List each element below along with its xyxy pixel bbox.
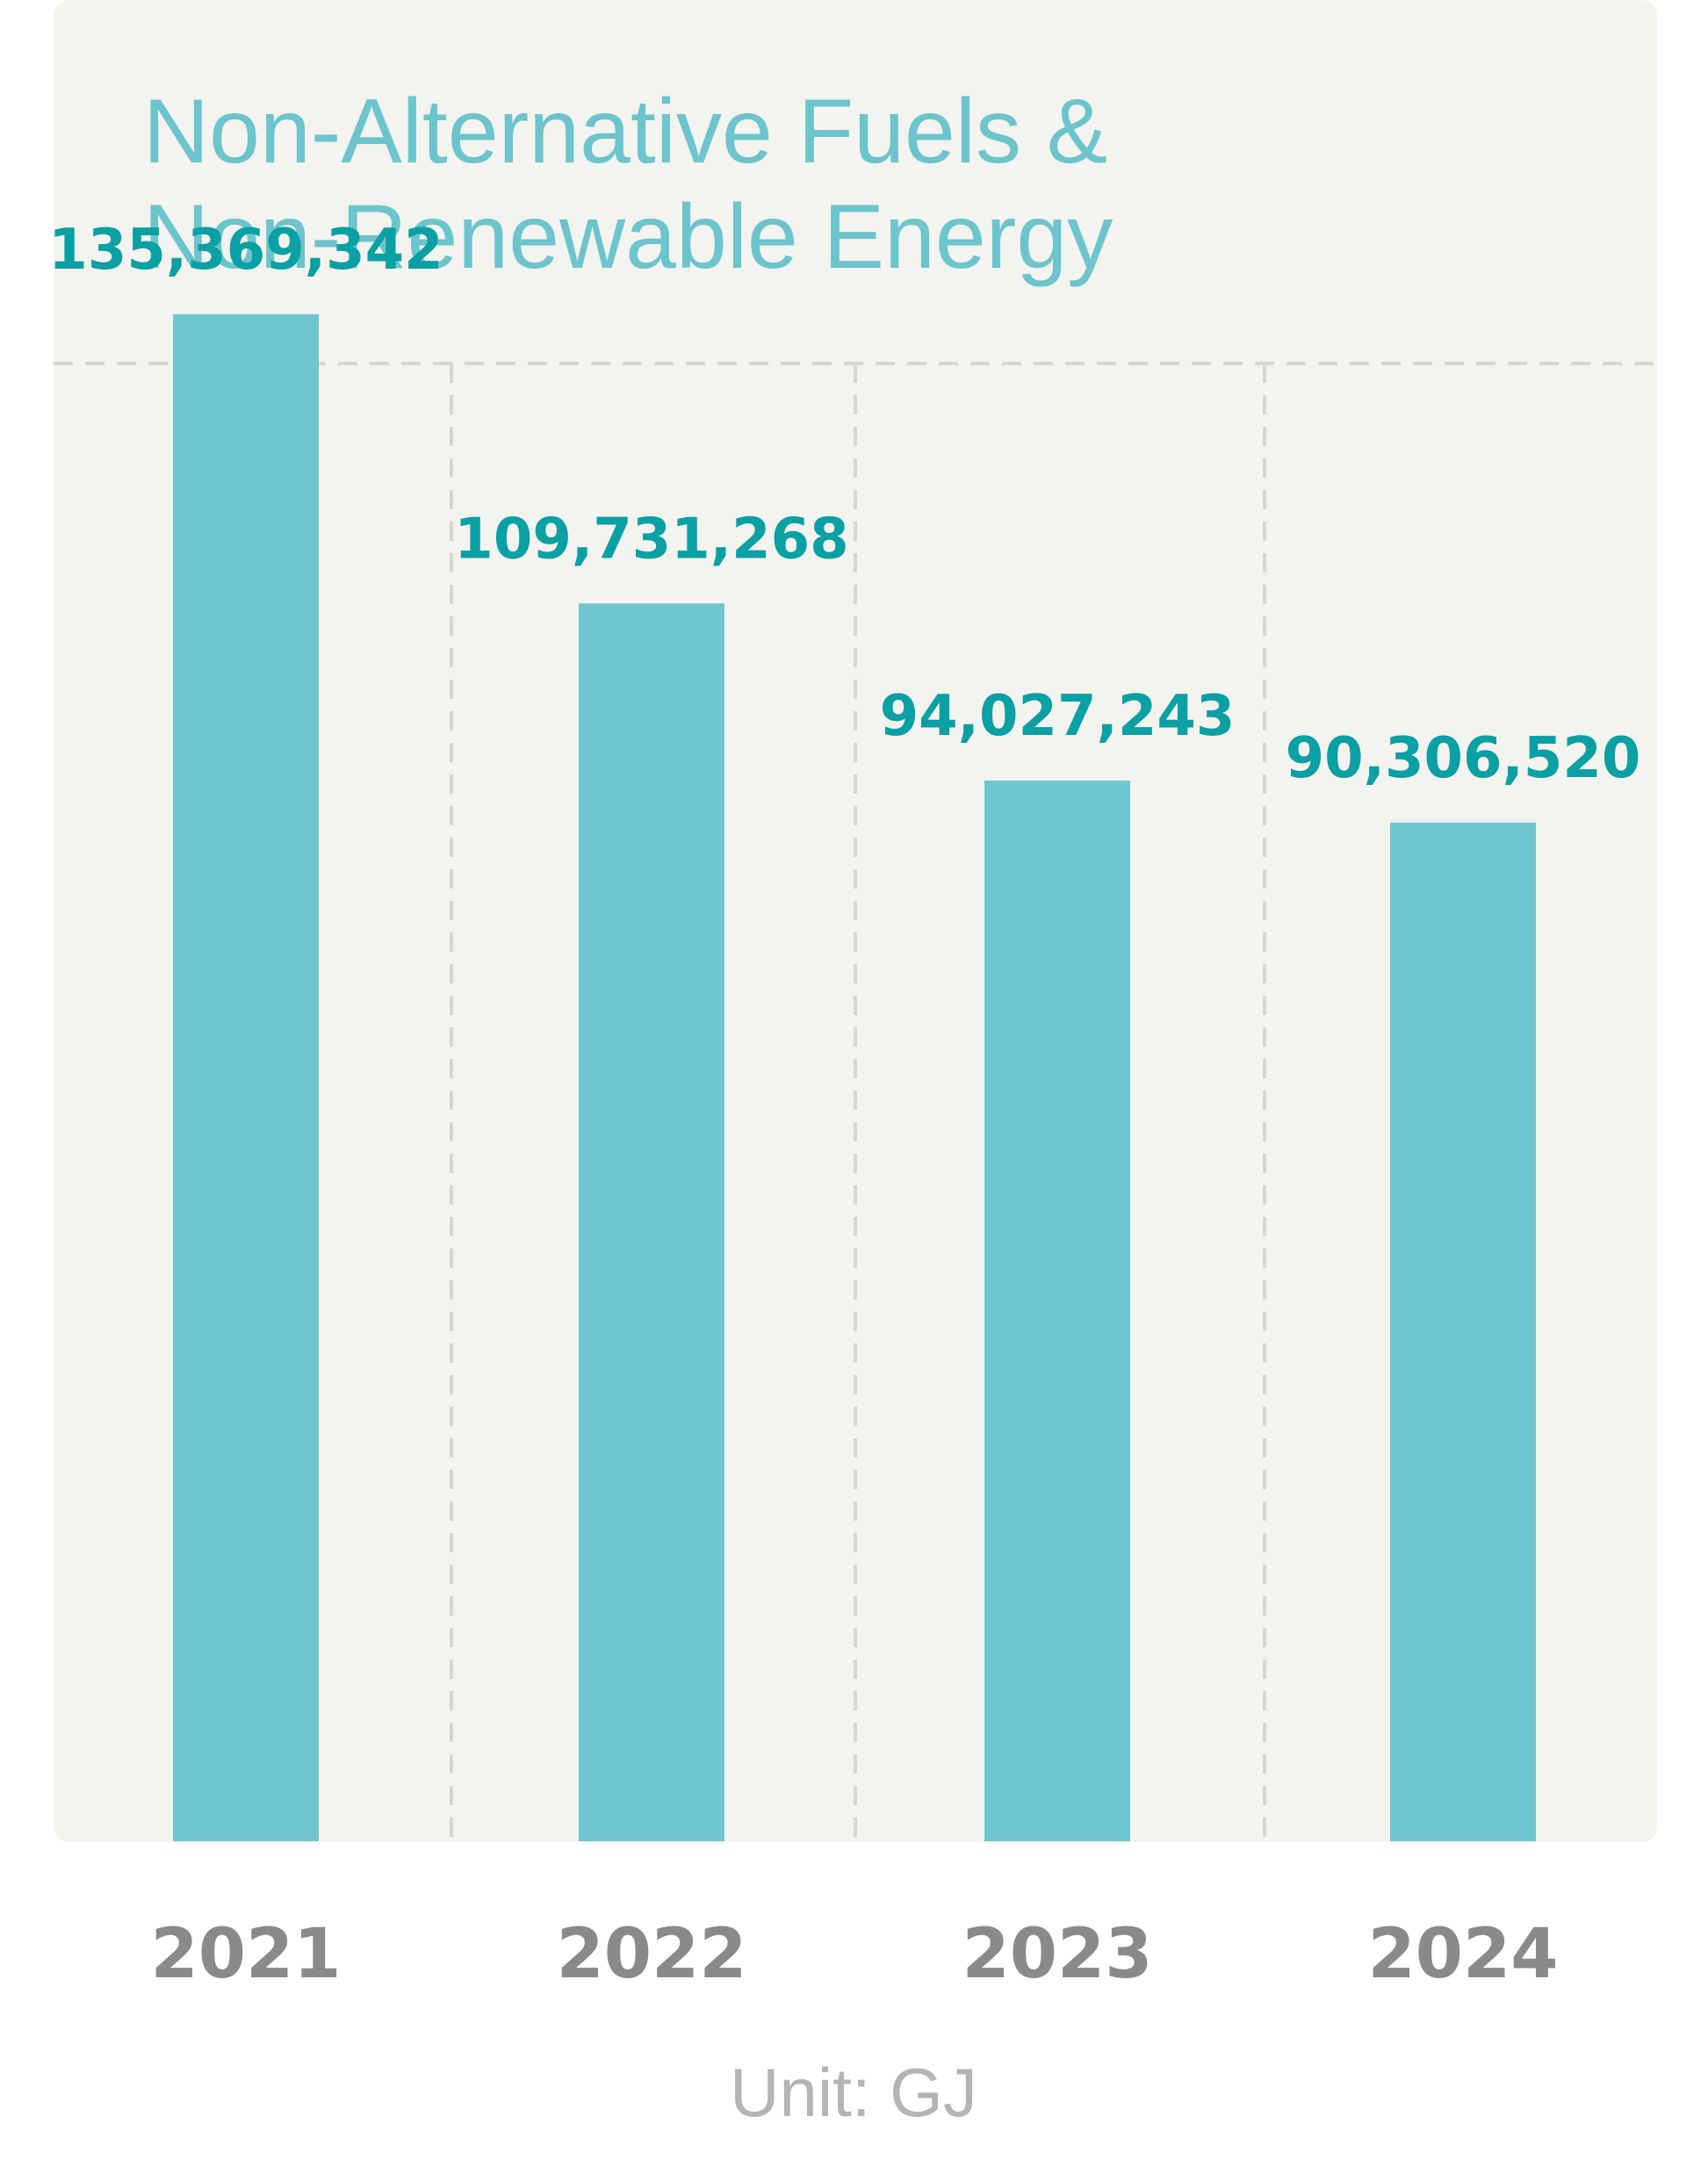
category-label-2022: 2022 xyxy=(556,1915,746,1994)
value-label-2021: 135,369,342 xyxy=(48,218,443,283)
value-label-2022: 109,731,268 xyxy=(454,507,848,572)
bar-2022 xyxy=(579,603,724,1842)
value-label-2024: 90,306,520 xyxy=(1286,726,1641,791)
category-labels: 2021 2022 2023 2024 xyxy=(150,1915,1558,1994)
category-label-2023: 2023 xyxy=(962,1915,1152,1994)
category-label-2024: 2024 xyxy=(1367,1915,1558,1994)
unit-label: Unit: GJ xyxy=(730,2054,977,2131)
bar-2024 xyxy=(1390,822,1536,1841)
value-labels: 135,369,342 109,731,268 94,027,243 90,306,5… xyxy=(48,218,1640,791)
bars xyxy=(173,313,1536,1842)
chart-title-line-1: Non-Alternative Fuels & xyxy=(143,81,1107,183)
chart-title-line-2: Non-Renewable Energy xyxy=(143,186,1113,288)
chart-panel xyxy=(54,0,1657,1842)
category-label-2021: 2021 xyxy=(150,1915,341,1994)
gridlines xyxy=(54,362,1657,1842)
value-label-2023: 94,027,243 xyxy=(880,684,1236,749)
bar-2023 xyxy=(984,781,1130,1841)
bar-2021 xyxy=(173,313,319,1841)
